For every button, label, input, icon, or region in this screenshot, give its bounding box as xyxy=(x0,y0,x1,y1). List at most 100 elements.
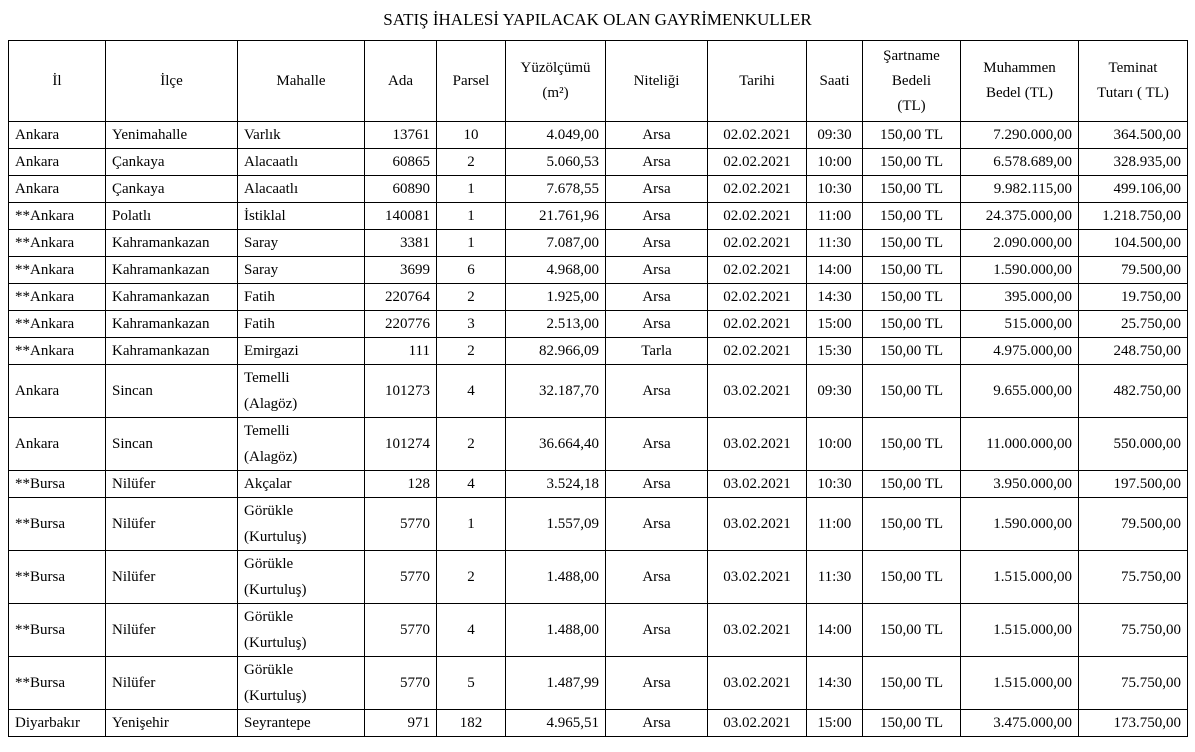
table-cell: 36.664,40 xyxy=(505,417,606,471)
table-cell: 4.975.000,00 xyxy=(960,337,1079,365)
table-cell: Ankara xyxy=(8,175,106,203)
table-cell: Nilüfer xyxy=(105,497,238,551)
table-cell: 9.982.115,00 xyxy=(960,175,1079,203)
table-cell: 220764 xyxy=(364,283,437,311)
table-cell: 02.02.2021 xyxy=(707,283,807,311)
table-cell: 1.515.000,00 xyxy=(960,550,1079,604)
table-cell: 4 xyxy=(436,470,506,498)
table-row: Ankara Çankaya Alacaatlı 60890 1 7.678,55 Arsa… xyxy=(8,175,1188,203)
table-cell: 550.000,00 xyxy=(1078,417,1188,471)
header-cell: Tarihi xyxy=(707,40,807,122)
header-cell: Teminat Tutarı ( TL) xyxy=(1078,40,1188,122)
table-cell: 03.02.2021 xyxy=(707,364,807,418)
table-cell: 1.487,99 xyxy=(505,656,606,710)
table-cell: 5.060,53 xyxy=(505,148,606,176)
table-cell: 2.513,00 xyxy=(505,310,606,338)
table-cell: Akçalar xyxy=(237,470,365,498)
table-cell: Görükle (Kurtuluş) xyxy=(237,656,365,710)
table-cell: 7.290.000,00 xyxy=(960,121,1079,149)
table-cell: Seyrantepe xyxy=(237,709,365,737)
table-cell: 3381 xyxy=(364,229,437,257)
table-cell: 9.655.000,00 xyxy=(960,364,1079,418)
table-cell: 03.02.2021 xyxy=(707,603,807,657)
table-cell: Diyarbakır xyxy=(8,709,106,737)
header-cell: Saati xyxy=(806,40,863,122)
table-cell: Tarla xyxy=(605,337,708,365)
table-cell: 328.935,00 xyxy=(1078,148,1188,176)
table-cell: 150,00 TL xyxy=(862,175,961,203)
table-cell: 5770 xyxy=(364,603,437,657)
table-cell: 3699 xyxy=(364,256,437,284)
table-cell: 02.02.2021 xyxy=(707,310,807,338)
table-cell: 03.02.2021 xyxy=(707,550,807,604)
table-row: **Bursa Nilüfer Görükle (Kurtuluş) 5770 2 1.4… xyxy=(8,550,1188,604)
header-cell: Muhammen Bedel (TL) xyxy=(960,40,1079,122)
table-cell: 150,00 TL xyxy=(862,148,961,176)
table-cell: 82.966,09 xyxy=(505,337,606,365)
table-cell: 364.500,00 xyxy=(1078,121,1188,149)
table-cell: 4.968,00 xyxy=(505,256,606,284)
table-cell: 971 xyxy=(364,709,437,737)
table-cell: 499.106,00 xyxy=(1078,175,1188,203)
table-cell: Görükle (Kurtuluş) xyxy=(237,497,365,551)
table-cell: 5770 xyxy=(364,497,437,551)
table-cell: Arsa xyxy=(605,550,708,604)
table-cell: Görükle (Kurtuluş) xyxy=(237,603,365,657)
table-cell: **Bursa xyxy=(8,603,106,657)
table-cell: Arsa xyxy=(605,121,708,149)
table-cell: 3 xyxy=(436,310,506,338)
table-row: Ankara Yenimahalle Varlık 13761 10 4.049,00 Ar… xyxy=(8,121,1188,149)
table-cell: Ankara xyxy=(8,364,106,418)
table-cell: Çankaya xyxy=(105,175,238,203)
table-body: Ankara Yenimahalle Varlık 13761 10 4.049,00 Ar… xyxy=(8,121,1188,737)
table-cell: Ankara xyxy=(8,417,106,471)
header-cell: Şartname Bedeli (TL) xyxy=(862,40,961,122)
table-cell: 75.750,00 xyxy=(1078,656,1188,710)
table-cell: 2 xyxy=(436,337,506,365)
table-cell: 2 xyxy=(436,550,506,604)
table-cell: Arsa xyxy=(605,364,708,418)
table-cell: 2 xyxy=(436,417,506,471)
table-cell: 03.02.2021 xyxy=(707,709,807,737)
table-cell: 7.678,55 xyxy=(505,175,606,203)
table-cell: 150,00 TL xyxy=(862,337,961,365)
table-cell: 150,00 TL xyxy=(862,709,961,737)
table-cell: 2 xyxy=(436,283,506,311)
table-cell: 5 xyxy=(436,656,506,710)
header-cell: Ada xyxy=(364,40,437,122)
table-cell: 5770 xyxy=(364,656,437,710)
table-cell: Temelli (Alagöz) xyxy=(237,417,365,471)
table-cell: 15:30 xyxy=(806,337,863,365)
table-cell: 79.500,00 xyxy=(1078,497,1188,551)
header-cell: İlçe xyxy=(105,40,238,122)
table-cell: 13761 xyxy=(364,121,437,149)
table-cell: **Ankara xyxy=(8,337,106,365)
table-cell: 197.500,00 xyxy=(1078,470,1188,498)
header-cell: Niteliği xyxy=(605,40,708,122)
table-cell: 02.02.2021 xyxy=(707,148,807,176)
table-cell: 1 xyxy=(436,497,506,551)
table-cell: 1.590.000,00 xyxy=(960,256,1079,284)
table-cell: 150,00 TL xyxy=(862,283,961,311)
table-cell: 19.750,00 xyxy=(1078,283,1188,311)
table-cell: Alacaatlı xyxy=(237,148,365,176)
table-cell: 4 xyxy=(436,603,506,657)
table-cell: Arsa xyxy=(605,148,708,176)
table-cell: 111 xyxy=(364,337,437,365)
table-cell: 4 xyxy=(436,364,506,418)
table-cell: 03.02.2021 xyxy=(707,470,807,498)
table-row: Ankara Çankaya Alacaatlı 60865 2 5.060,53 Arsa… xyxy=(8,148,1188,176)
table-cell: 14:30 xyxy=(806,656,863,710)
table-cell: 220776 xyxy=(364,310,437,338)
table-cell: Arsa xyxy=(605,202,708,230)
table-cell: 32.187,70 xyxy=(505,364,606,418)
table-cell: 10:30 xyxy=(806,470,863,498)
table-cell: 10 xyxy=(436,121,506,149)
table-cell: 1.488,00 xyxy=(505,603,606,657)
table-cell: Sincan xyxy=(105,364,238,418)
table-cell: 150,00 TL xyxy=(862,417,961,471)
table-cell: 03.02.2021 xyxy=(707,417,807,471)
table-cell: 11:30 xyxy=(806,229,863,257)
table-cell: 02.02.2021 xyxy=(707,202,807,230)
table-cell: 14:00 xyxy=(806,256,863,284)
